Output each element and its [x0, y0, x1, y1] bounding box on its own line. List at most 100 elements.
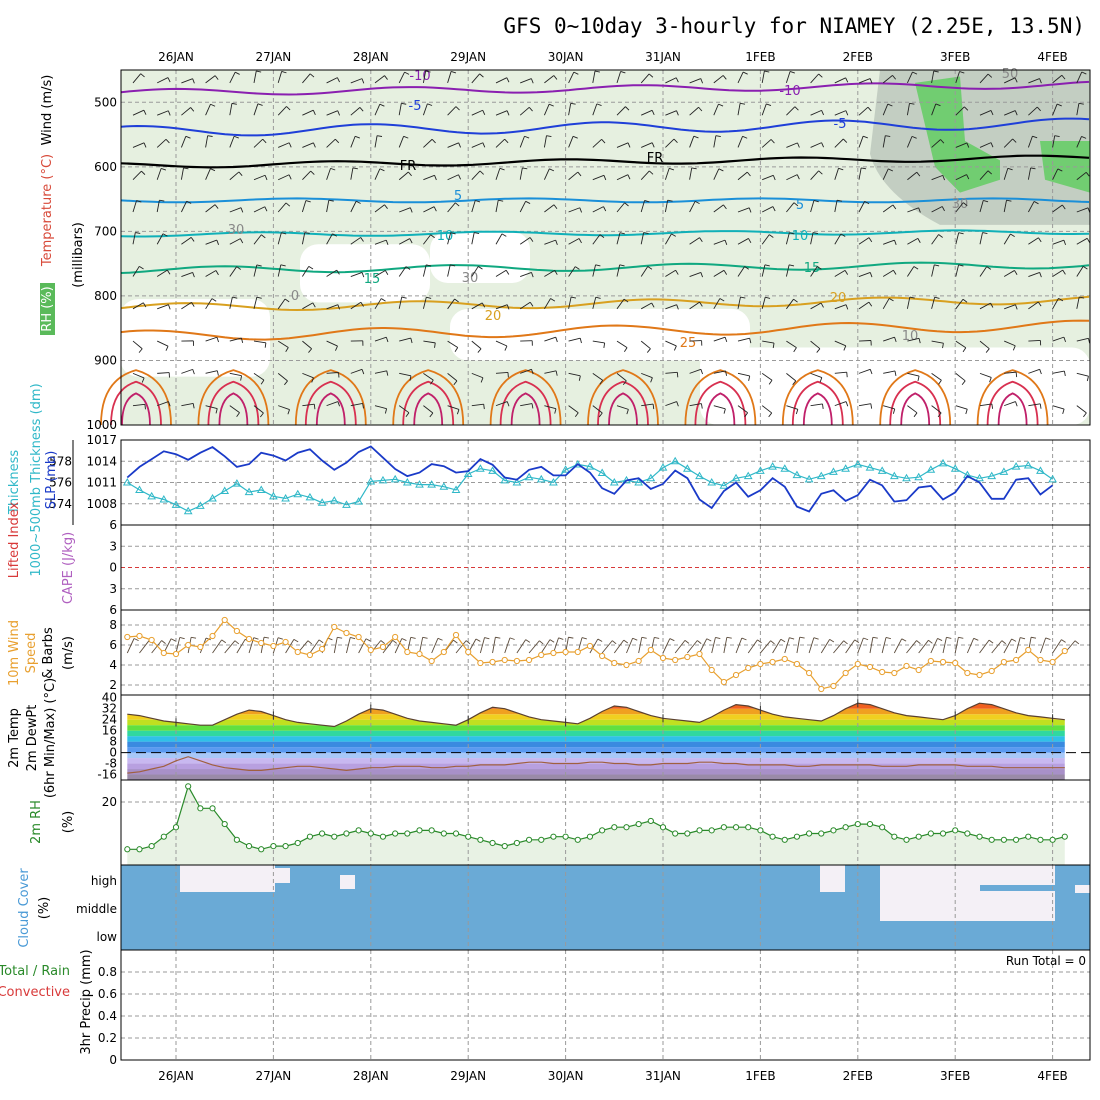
rh2m-point — [306, 833, 314, 840]
precip-tick-label: 0.2 — [98, 1031, 117, 1045]
wind10-point — [903, 662, 910, 670]
precip-tick-label: 0.8 — [98, 965, 117, 979]
wind-barb — [786, 373, 797, 382]
wind-barb — [641, 142, 653, 148]
wind-barb — [423, 340, 436, 344]
wind-barb — [398, 136, 405, 148]
rh2m-point — [221, 820, 228, 828]
wind-barb-flag — [337, 110, 341, 116]
rh2m-point — [233, 836, 240, 843]
wind-barb — [1052, 269, 1064, 277]
wind-barb — [326, 401, 339, 407]
wind-barb-flag — [843, 640, 848, 645]
wind-barb-flag — [770, 640, 775, 645]
wind-barb-flag — [652, 403, 655, 410]
thickness-point — [281, 493, 290, 502]
wind-barb-flag — [772, 175, 776, 181]
wind-barb — [689, 403, 702, 407]
wind-barb-flag — [673, 138, 678, 143]
wind-barb — [1076, 136, 1082, 148]
wind-barb — [419, 637, 424, 654]
wind-barb-flag — [304, 232, 310, 234]
bottom-date-label: 29JAN — [450, 1069, 486, 1083]
thickness-point — [317, 498, 327, 506]
contour-label: 30 — [462, 271, 479, 286]
wind-barb — [713, 298, 721, 310]
wind-barb — [820, 639, 831, 654]
wind-barb — [278, 405, 290, 410]
wind-barb-flag — [262, 138, 267, 144]
rh2m-point — [392, 830, 399, 837]
rh2m-point — [854, 820, 861, 828]
wind-barb-flag — [479, 170, 484, 175]
wind-barb — [882, 103, 889, 116]
wind-barb — [568, 171, 579, 181]
rh2m-point — [513, 839, 521, 847]
wind10-axis-label: 10m Wind — [7, 620, 22, 686]
wind-barb — [156, 269, 168, 277]
wind-barb — [665, 340, 677, 347]
wind-barb-flag — [478, 266, 483, 270]
wind-barb-flag — [277, 637, 283, 640]
wind-barb — [616, 202, 626, 213]
thickness-point — [549, 478, 558, 486]
wind-barb — [907, 405, 918, 414]
wind-barb — [1076, 337, 1089, 342]
cloud-clear-block — [1075, 885, 1090, 893]
cloud-clear-block — [980, 865, 1055, 885]
wind-barb — [175, 637, 181, 654]
wind-barb-flag — [700, 369, 704, 375]
wind-barb-flag — [430, 234, 435, 239]
wind-barb — [447, 232, 452, 245]
wind-barb — [592, 206, 604, 213]
wind10-point — [319, 645, 326, 653]
wind-barb-flag — [575, 266, 580, 270]
wind-barb — [1052, 239, 1065, 245]
thickness-point — [1011, 462, 1021, 470]
wind-barb-flag — [404, 71, 410, 75]
wind10-point — [550, 649, 557, 657]
pressure-tick-label: 900 — [94, 353, 117, 367]
rh2m-point — [708, 827, 715, 834]
contour-label: 10 — [902, 329, 919, 344]
slp-tick-label: 1008 — [86, 497, 117, 511]
wind-barb — [447, 298, 455, 310]
wind-barb-flag — [405, 266, 411, 270]
wind-barb — [1052, 74, 1063, 84]
temp2m-axis-label: (6hr Min/Max) (°C) — [43, 678, 58, 798]
wind-barb — [346, 637, 351, 654]
wind-barb — [735, 637, 743, 654]
wind-barb-flag — [284, 380, 288, 386]
wind10-point — [696, 650, 703, 658]
wind-barb-flag — [165, 345, 169, 351]
wind-barb-flag — [1085, 172, 1090, 177]
wind-barb — [471, 200, 476, 213]
rh-legend-swatch — [40, 283, 55, 335]
wind-barb-flag — [216, 239, 220, 245]
wind-barb — [423, 138, 433, 148]
wind-barb-flag — [1063, 336, 1067, 342]
wind-barb-flag — [465, 640, 471, 645]
temp-band — [127, 714, 1065, 720]
wind-barb-flag — [288, 142, 292, 148]
wind-barb — [181, 78, 193, 84]
wind-barb — [205, 135, 209, 148]
wind-barb — [955, 298, 964, 310]
wind-barb — [640, 340, 651, 350]
wind-barb-flag — [868, 237, 873, 243]
thickness-point — [816, 471, 826, 480]
thickness-point — [658, 463, 668, 471]
warm-contour — [218, 392, 249, 426]
rh2m-point — [842, 824, 849, 831]
wind-barb — [132, 340, 143, 350]
wind-barb — [278, 142, 290, 148]
wind-barb-flag — [183, 167, 189, 170]
wind-barb — [519, 301, 531, 310]
wind-barb-flag — [793, 298, 798, 303]
wind-barb-flag — [380, 640, 385, 644]
wind-barb-flag — [724, 337, 728, 343]
temp-band — [127, 703, 1065, 704]
wind-barb-flag — [935, 103, 941, 107]
wind-barb — [592, 372, 603, 381]
wind-barb — [737, 266, 745, 277]
